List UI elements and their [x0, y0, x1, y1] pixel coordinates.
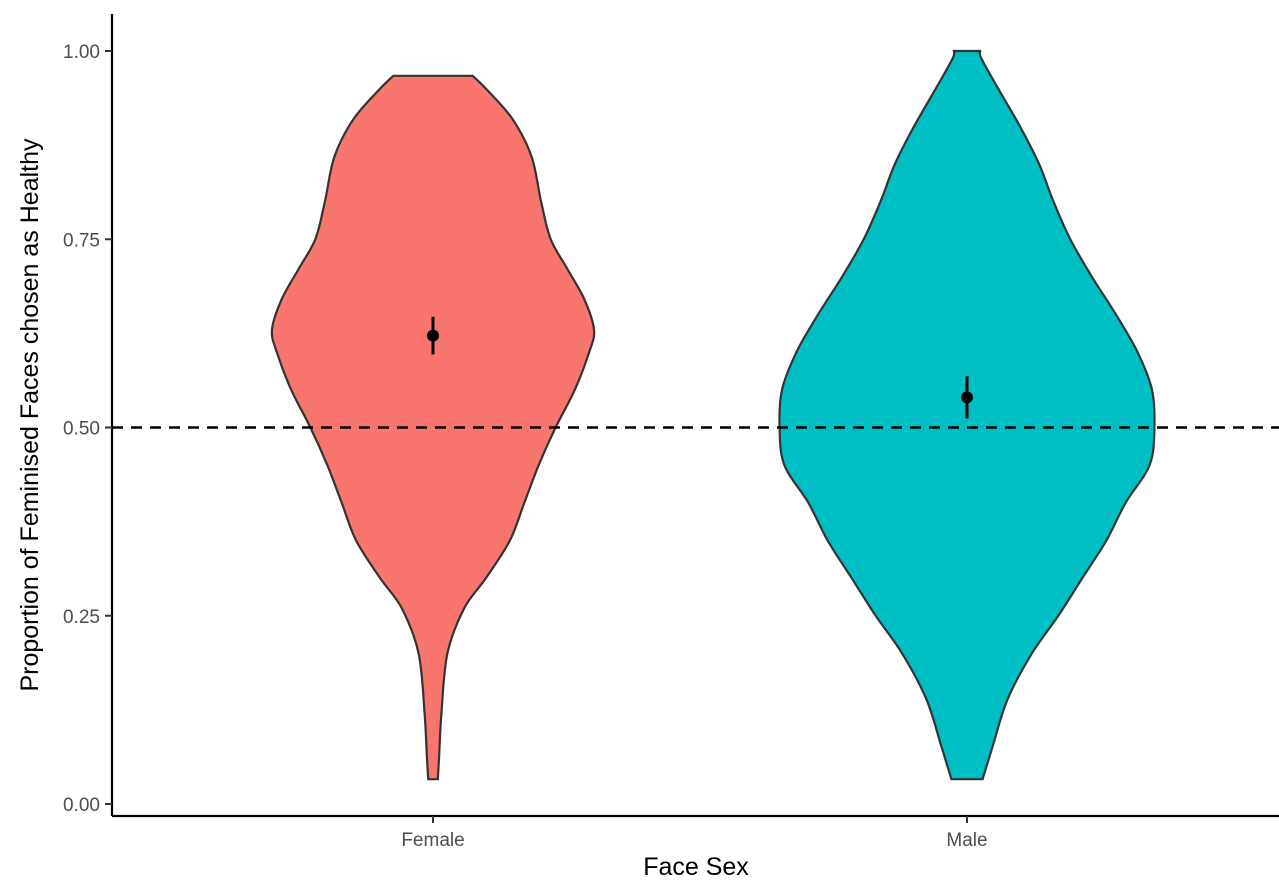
mean-points-layer — [427, 316, 973, 419]
y-tick-label: 0.00 — [63, 795, 100, 816]
y-tick-label: 0.50 — [63, 419, 100, 440]
y-tick-label: 0.75 — [63, 230, 100, 251]
axes-layer: 0.00 0.25 0.50 0.75 1.00 Female Male — [63, 14, 1279, 851]
mean-point-male — [961, 391, 973, 404]
x-tick-label-male: Male — [946, 830, 987, 851]
mean-point-female — [427, 329, 439, 342]
y-axis-title: Proportion of Feminised Faces chosen as … — [16, 138, 44, 692]
violins-layer — [270, 49, 1156, 781]
violin-female — [270, 74, 596, 781]
x-axis-title: Face Sex — [643, 853, 749, 881]
x-tick-label-female: Female — [401, 830, 464, 851]
y-tick-label: 1.00 — [63, 42, 100, 63]
y-tick-label: 0.25 — [63, 607, 100, 628]
